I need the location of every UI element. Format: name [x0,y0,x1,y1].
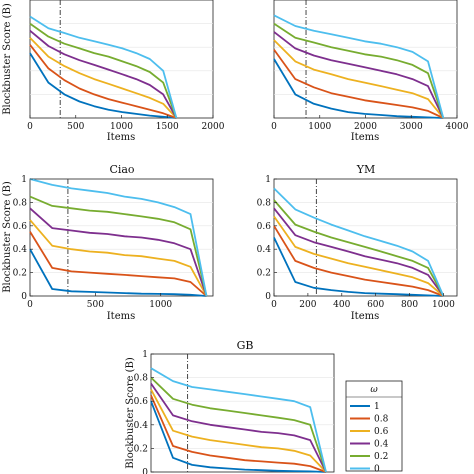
series-line [150,400,327,473]
y-tick-label: 1 [265,175,271,185]
panel-ciao: Ciao 0 500 1000 0 0.2 0.4 0.6 0.8 1 Items Block… [2,163,214,322]
y-tick-label: 0.4 [13,245,28,255]
series-line [273,237,444,297]
y-tick-label: 0.6 [13,222,28,232]
x-tick-label: 0 [27,300,33,310]
legend-label: 1 [374,402,380,412]
series-line [29,15,178,119]
series-line [29,37,178,119]
x-tick-label: 1000 [432,300,455,310]
x-tick-label: 3000 [400,122,423,132]
x-tick-label: 500 [87,300,104,310]
x-tick-label: 0 [271,300,277,310]
series-line [150,388,327,473]
y-tick-label: 0.8 [257,198,272,208]
x-axis-label: Items [107,311,136,322]
x-axis-label: Items [107,132,136,143]
panel-gb: GB 0 0.2 0.4 0.6 0.8 1 Blockbuster Score (B) [125,339,335,474]
series-line [29,22,178,119]
y-tick-label: 0.2 [13,269,27,279]
y-tick-label: 0.4 [257,245,272,255]
x-tick-label: 1000 [149,300,172,310]
x-tick-label: 4000 [446,122,469,132]
series-line [273,22,445,119]
series-line [273,49,444,119]
chart-title: YM [356,163,376,176]
series-line [29,52,177,119]
legend-label: 0.8 [374,415,389,425]
series-line [273,207,445,297]
panel-ym: YM 0 200 400 600 800 1000 0 0.2 0.4 0.6 0.8 1 Item… [257,163,458,322]
legend-label: 0.6 [374,427,389,437]
y-tick-label: 0.8 [134,374,149,384]
series-line [29,219,208,297]
y-tick-label: 0.2 [134,444,148,454]
x-axis-label: Items [351,311,380,322]
x-tick-label: 1500 [156,122,179,132]
series-line [29,248,207,297]
series-line [29,44,177,119]
y-axis-label: Blockbuster Score (B) [125,357,136,469]
series-line [273,187,445,297]
x-axis-label: Items [351,132,380,143]
series-line [273,58,444,119]
y-tick-label: 0 [21,292,27,302]
x-tick-label: 0 [271,122,277,132]
y-tick-label: 1 [142,350,148,360]
y-tick-label: 0.4 [134,421,149,431]
legend: ω 1 0.8 0.6 0.4 0.2 0 [345,380,403,474]
x-tick-label: 500 [67,122,84,132]
y-tick-label: 1 [21,175,27,185]
series-line [29,30,178,119]
y-tick-label: 0 [265,292,271,302]
chart-title: Ciao [109,163,134,176]
series-line [150,382,327,473]
series-line [273,31,445,119]
y-axis-label: Blockbuster Score (B) [2,3,13,115]
legend-label: 0.2 [374,452,388,462]
series-line [29,195,208,297]
x-tick-label: 600 [367,300,384,310]
y-tick-label: 0.6 [134,397,149,407]
series-line [273,39,444,119]
legend-title: ω [370,385,378,395]
x-tick-label: 2000 [354,122,377,132]
series-line [273,225,444,297]
x-tick-label: 800 [401,300,418,310]
series-line [150,376,327,473]
x-tick-label: 1000 [110,122,133,132]
x-tick-label: 2000 [202,122,225,132]
series-line [273,199,445,297]
y-axis-label: Blockbuster Score (B) [2,181,13,293]
y-tick-label: 0 [142,468,148,474]
x-tick-label: 200 [299,300,316,310]
series-line [150,367,327,473]
series-line [29,231,208,297]
panel-top-right: 0 1000 2000 3000 4000 Items [271,0,469,143]
chart-title: GB [237,339,254,352]
y-tick-label: 0.8 [13,198,28,208]
legend-label: 0.4 [374,440,389,450]
y-tick-label: 0.6 [257,222,272,232]
x-tick-label: 0 [27,122,33,132]
x-tick-label: 1000 [308,122,331,132]
series-line [29,178,208,297]
series-line [150,394,327,473]
y-tick-label: 0.2 [257,269,271,279]
series-line [273,215,444,297]
panel-top-left: 0 500 1000 1500 2000 Items Blockbuster Score… [2,0,225,143]
series-line [29,207,208,297]
x-tick-label: 400 [333,300,350,310]
legend-label: 0 [374,465,380,474]
series-line [273,14,445,119]
